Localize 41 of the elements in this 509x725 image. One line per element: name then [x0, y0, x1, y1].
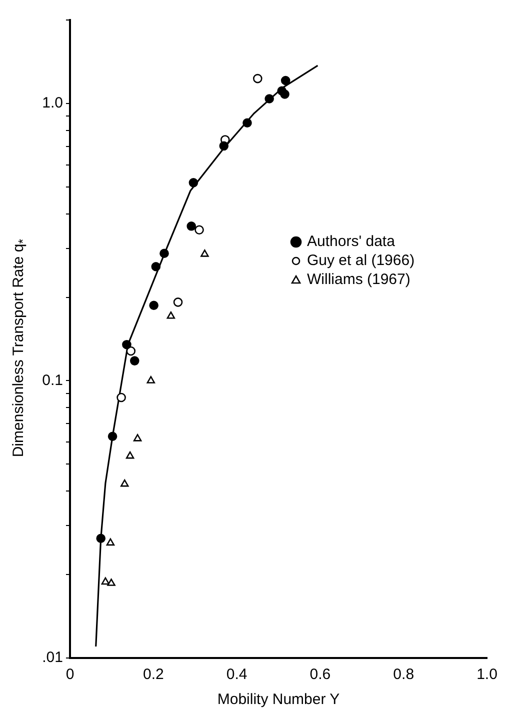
point	[280, 76, 290, 86]
point	[106, 538, 115, 546]
x-axis-title: Mobility Number Y	[217, 691, 340, 708]
point	[160, 248, 169, 258]
point	[101, 577, 110, 585]
point	[96, 534, 106, 544]
point	[194, 225, 204, 235]
x-tick-label: 0	[66, 666, 74, 684]
y-tick-label: 1.0	[42, 94, 63, 112]
y-tick-label: .01	[42, 649, 63, 666]
x-tick-label: 0.2	[142, 666, 164, 684]
point	[166, 311, 176, 319]
x-tick-label: 0.6	[310, 666, 331, 684]
point	[120, 479, 129, 487]
x-tick-label: 0.4	[226, 666, 248, 684]
point	[242, 118, 252, 128]
point	[146, 376, 156, 384]
legend-label: Authors' data	[307, 233, 396, 250]
point	[173, 298, 183, 307]
point	[151, 262, 161, 272]
point	[108, 432, 118, 442]
point	[200, 250, 209, 257]
point	[253, 74, 262, 84]
point	[133, 434, 142, 442]
legend-label: Guy et al (1966)	[307, 252, 415, 270]
point	[264, 94, 274, 104]
point	[126, 451, 134, 459]
point	[122, 340, 132, 350]
point	[116, 392, 126, 402]
x-tick-label: 0.8	[393, 666, 414, 684]
point	[188, 178, 198, 188]
y-tick-label: 0.1	[42, 372, 63, 389]
point	[219, 141, 229, 151]
x-tick-label: 1.0	[476, 666, 498, 684]
point	[186, 222, 196, 231]
point	[149, 300, 158, 310]
point	[130, 356, 140, 366]
legend-label: Williams (1967)	[307, 271, 410, 288]
point	[126, 346, 136, 356]
point	[280, 90, 290, 99]
point	[107, 578, 116, 586]
